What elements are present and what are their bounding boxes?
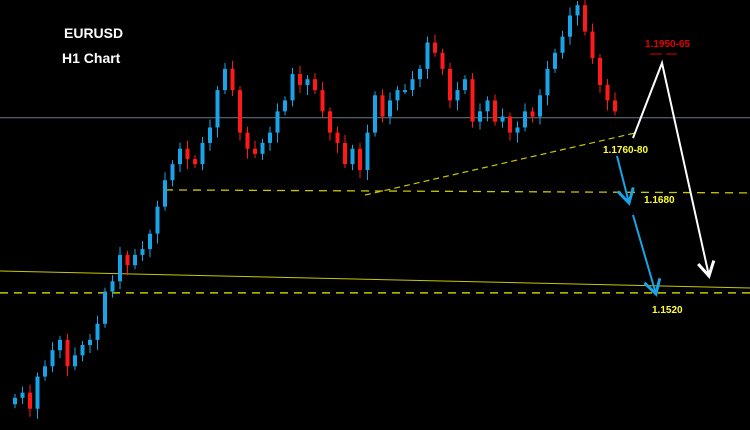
candle-body bbox=[260, 142, 265, 154]
target-label: 1.1950-65 bbox=[645, 39, 691, 50]
candle-body bbox=[590, 31, 595, 58]
candle-body bbox=[73, 355, 77, 367]
candle-body bbox=[65, 339, 70, 367]
candle-body bbox=[455, 90, 460, 101]
sloping-support-line bbox=[0, 270, 750, 289]
bullish-projection-arrow bbox=[632, 59, 716, 279]
candle-body bbox=[545, 68, 550, 96]
candle-body bbox=[553, 52, 557, 69]
candle-body bbox=[433, 42, 437, 53]
candle-body bbox=[530, 111, 535, 117]
candle-body bbox=[328, 111, 332, 133]
candle-body bbox=[320, 90, 325, 112]
candle-body bbox=[133, 254, 137, 266]
candle-body bbox=[50, 350, 55, 367]
candle-body bbox=[335, 132, 340, 143]
candle-body bbox=[298, 74, 302, 85]
candle-body bbox=[380, 95, 385, 117]
candle-body bbox=[493, 100, 497, 122]
candle-body bbox=[425, 42, 430, 69]
candle-body bbox=[613, 100, 617, 112]
candle-body bbox=[463, 79, 467, 91]
candle-body bbox=[515, 127, 520, 133]
candle-body bbox=[140, 249, 145, 255]
candle-body bbox=[485, 100, 490, 112]
candle-body bbox=[43, 366, 47, 377]
candle-body bbox=[170, 164, 175, 181]
candle-body bbox=[538, 95, 542, 117]
candle-body bbox=[470, 79, 475, 122]
candle-body bbox=[238, 90, 242, 133]
candle-body bbox=[598, 57, 602, 85]
candle-body bbox=[478, 111, 482, 122]
candle-body bbox=[193, 158, 197, 165]
support-2-label: 1.1520 bbox=[652, 305, 683, 316]
candle-body bbox=[568, 15, 572, 37]
candle-body bbox=[448, 68, 452, 101]
candle-body bbox=[103, 291, 107, 324]
candle-body bbox=[343, 142, 347, 165]
neckline-trendline bbox=[364, 132, 636, 196]
candle-body bbox=[125, 254, 130, 266]
candle-body bbox=[605, 84, 610, 101]
candle-body bbox=[283, 100, 287, 112]
candle-body bbox=[350, 148, 355, 165]
candle-body bbox=[155, 206, 160, 234]
candle-body bbox=[313, 79, 317, 91]
candle-body bbox=[223, 68, 227, 91]
support-1-label: 1.1680 bbox=[644, 195, 675, 206]
candle-body bbox=[163, 180, 167, 207]
candle-body bbox=[560, 36, 565, 53]
chart-subtitle: H1 Chart bbox=[62, 50, 121, 66]
candle-body bbox=[80, 345, 85, 356]
candle-body bbox=[410, 79, 415, 91]
candle-body bbox=[583, 5, 587, 32]
candle-body bbox=[268, 132, 272, 143]
chart-title: EURUSD bbox=[64, 25, 124, 41]
candle-body bbox=[88, 339, 92, 346]
candle-body bbox=[110, 281, 115, 292]
candle-body bbox=[178, 148, 182, 165]
candle-body bbox=[230, 68, 235, 91]
candle-body bbox=[20, 392, 25, 398]
candle-body bbox=[95, 323, 100, 340]
candle-body bbox=[403, 90, 407, 93]
candle-body bbox=[373, 95, 377, 133]
candle-body bbox=[13, 397, 17, 405]
candle-body bbox=[500, 116, 505, 122]
candle-body bbox=[148, 233, 152, 250]
candle-body bbox=[253, 148, 257, 154]
candle-body bbox=[185, 148, 190, 159]
candle-body bbox=[508, 116, 512, 133]
candle-body bbox=[290, 74, 295, 101]
candle-body bbox=[575, 5, 580, 16]
candle-body bbox=[58, 339, 62, 351]
candle-body bbox=[35, 376, 40, 409]
candle-body bbox=[358, 148, 362, 170]
candle-body bbox=[388, 100, 392, 117]
candle-body bbox=[245, 132, 250, 149]
candle-body bbox=[118, 254, 122, 282]
candle-body bbox=[440, 52, 445, 69]
bearish-arrow-1 bbox=[616, 155, 635, 206]
candle-body bbox=[418, 68, 422, 80]
candle-body bbox=[275, 111, 280, 133]
candle-body bbox=[395, 90, 400, 101]
candle-body bbox=[523, 111, 527, 128]
candle-body bbox=[208, 127, 212, 143]
neckline-label: 1.1760-80 bbox=[603, 145, 649, 156]
support-1-line bbox=[164, 189, 750, 194]
candle-body bbox=[28, 392, 32, 409]
bearish-arrow-2 bbox=[632, 214, 662, 297]
candle-body bbox=[215, 90, 220, 128]
candle-body bbox=[200, 142, 205, 165]
candle-body bbox=[305, 79, 310, 85]
candle-body bbox=[365, 132, 370, 170]
